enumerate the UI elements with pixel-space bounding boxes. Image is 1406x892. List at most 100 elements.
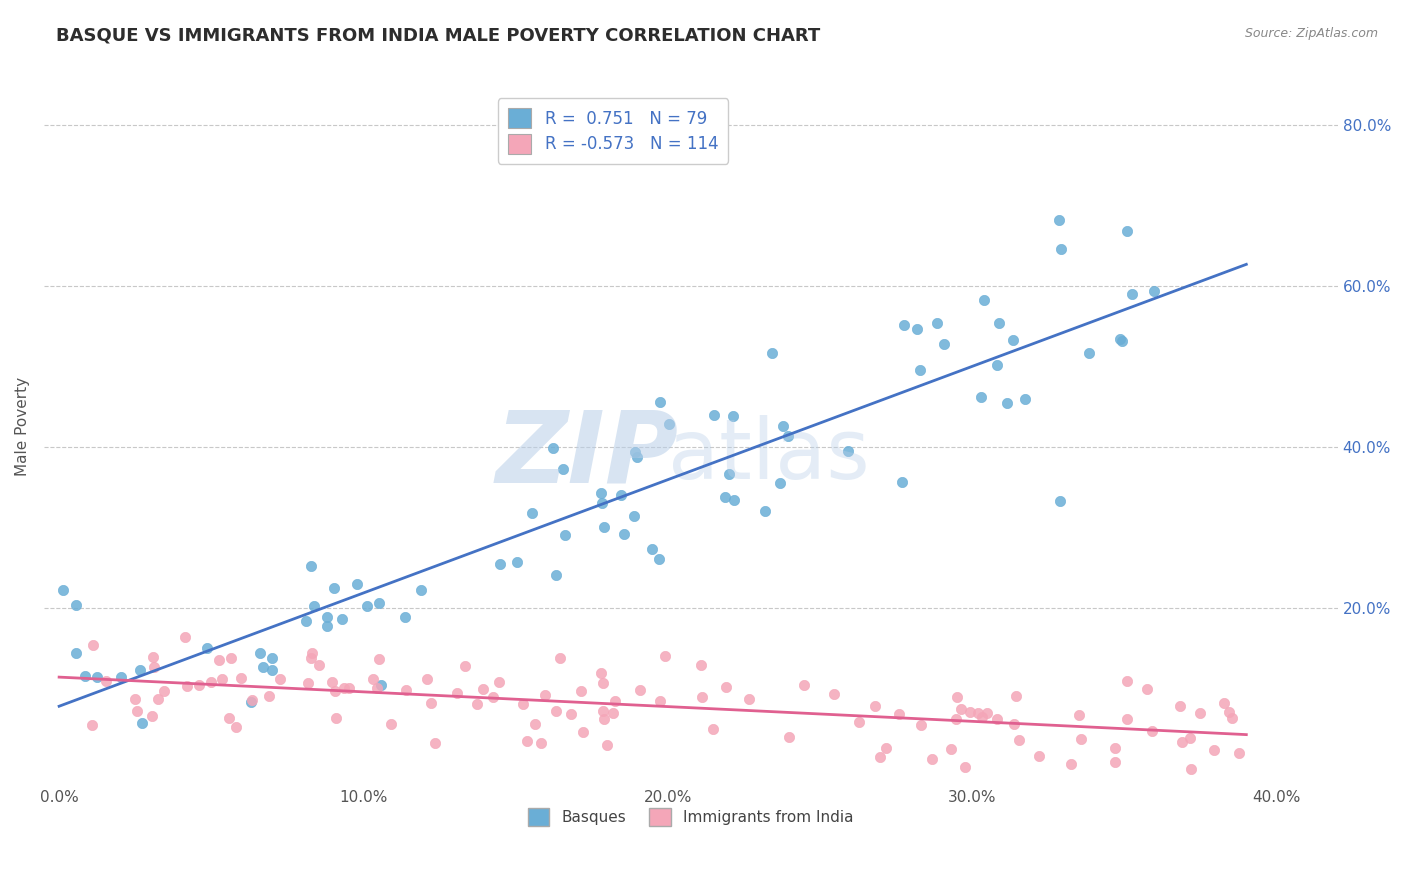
Point: [1005, 689, 1028, 703]
Point: [605, 694, 627, 708]
Point: [1049, 494, 1071, 508]
Point: [772, 418, 794, 433]
Point: [610, 487, 633, 501]
Point: [425, 736, 447, 750]
Point: [146, 692, 169, 706]
Point: [723, 492, 745, 507]
Point: [869, 749, 891, 764]
Point: [110, 670, 132, 684]
Point: [80, 718, 103, 732]
Point: [142, 660, 165, 674]
Point: [910, 718, 932, 732]
Point: [1001, 334, 1024, 348]
Point: [848, 715, 870, 730]
Point: [548, 650, 571, 665]
Point: [446, 686, 468, 700]
Point: [367, 652, 389, 666]
Point: [249, 646, 271, 660]
Point: [240, 695, 263, 709]
Point: [252, 660, 274, 674]
Point: [516, 734, 538, 748]
Point: [1178, 731, 1201, 745]
Point: [325, 711, 347, 725]
Point: [953, 760, 976, 774]
Point: [823, 688, 845, 702]
Point: [82, 638, 104, 652]
Point: [129, 663, 152, 677]
Point: [323, 581, 346, 595]
Point: [591, 665, 613, 680]
Point: [488, 674, 510, 689]
Point: [368, 596, 391, 610]
Point: [1227, 746, 1250, 760]
Point: [262, 663, 284, 677]
Point: [195, 640, 218, 655]
Point: [506, 555, 529, 569]
Point: [512, 697, 534, 711]
Point: [572, 725, 595, 739]
Point: [301, 559, 323, 574]
Point: [921, 752, 943, 766]
Point: [332, 681, 354, 695]
Point: [1104, 755, 1126, 769]
Point: [262, 650, 284, 665]
Point: [225, 720, 247, 734]
Point: [370, 678, 392, 692]
Point: [893, 318, 915, 332]
Point: [301, 646, 323, 660]
Point: [1171, 734, 1194, 748]
Point: [1116, 712, 1139, 726]
Point: [489, 558, 512, 572]
Point: [530, 736, 553, 750]
Point: [142, 650, 165, 665]
Point: [1060, 757, 1083, 772]
Point: [409, 582, 432, 597]
Point: [1077, 346, 1099, 360]
Point: [970, 710, 993, 724]
Point: [761, 346, 783, 360]
Point: [131, 715, 153, 730]
Point: [887, 706, 910, 721]
Point: [482, 690, 505, 704]
Point: [453, 658, 475, 673]
Point: [1014, 392, 1036, 407]
Point: [416, 672, 439, 686]
Point: [641, 541, 664, 556]
Point: [602, 706, 624, 720]
Point: [863, 698, 886, 713]
Point: [689, 658, 711, 673]
Point: [1136, 682, 1159, 697]
Point: [949, 702, 972, 716]
Point: [890, 475, 912, 489]
Point: [543, 442, 565, 456]
Point: [546, 704, 568, 718]
Point: [1028, 748, 1050, 763]
Point: [395, 683, 418, 698]
Point: [1213, 696, 1236, 710]
Point: [986, 712, 1008, 726]
Point: [361, 672, 384, 686]
Point: [905, 322, 928, 336]
Point: [554, 528, 576, 542]
Point: [776, 429, 799, 443]
Point: [176, 679, 198, 693]
Point: [1104, 740, 1126, 755]
Point: [65, 646, 87, 660]
Point: [560, 707, 582, 722]
Point: [932, 337, 955, 351]
Point: [356, 599, 378, 613]
Point: [1222, 711, 1244, 725]
Point: [231, 671, 253, 685]
Point: [592, 676, 614, 690]
Point: [1111, 334, 1133, 348]
Point: [769, 476, 792, 491]
Point: [523, 716, 546, 731]
Point: [366, 681, 388, 696]
Point: [703, 408, 725, 422]
Point: [986, 359, 1008, 373]
Point: [297, 676, 319, 690]
Point: [593, 712, 616, 726]
Point: [959, 706, 981, 720]
Point: [218, 711, 240, 725]
Point: [648, 395, 671, 409]
